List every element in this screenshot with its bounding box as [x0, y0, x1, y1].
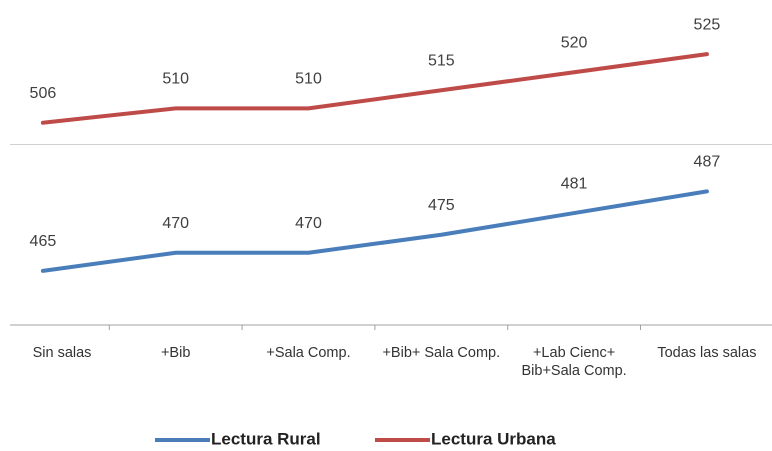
x-tick-label: Todas las salas — [657, 345, 757, 361]
data-label: 515 — [428, 52, 455, 69]
line — [40, 189, 709, 273]
x-tick-label: +Bib+ Sala Comp. — [382, 345, 501, 361]
data-label: 506 — [30, 85, 57, 102]
x-tick-label: +Lab Cienc+ Bib+Sala Comp. — [521, 345, 627, 379]
x-tick-label: +Sala Comp. — [266, 345, 351, 361]
data-label: 525 — [694, 16, 721, 33]
x-tick-label: Sin salas — [32, 345, 92, 361]
x-tick-label: +Bib — [160, 345, 191, 361]
legend-label: Lectura Urbana — [431, 429, 556, 448]
data-label: 487 — [694, 154, 721, 171]
data-label: 470 — [295, 215, 322, 232]
data-label: 475 — [428, 197, 455, 214]
data-label: 510 — [162, 71, 189, 88]
data-label: 481 — [561, 175, 588, 192]
data-label: 470 — [162, 215, 189, 232]
data-label: 520 — [561, 34, 588, 51]
data-label: 465 — [30, 233, 57, 250]
data-label: 510 — [295, 71, 322, 88]
line — [40, 52, 709, 125]
legend-label: Lectura Rural — [211, 429, 321, 448]
